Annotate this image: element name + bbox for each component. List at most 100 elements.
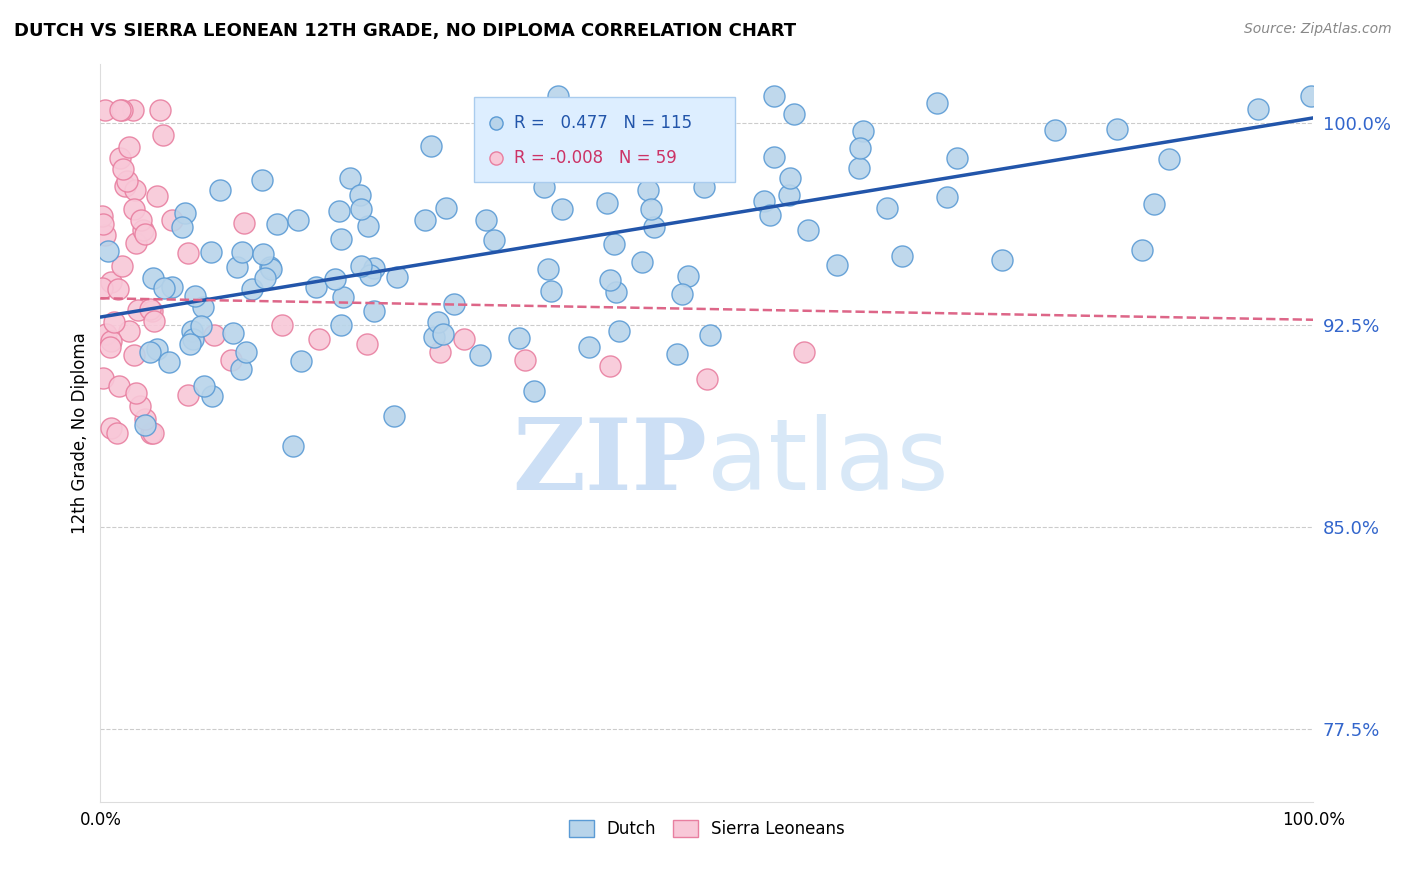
Point [308, 332, 330, 346]
Point [759, 208, 782, 222]
Point [290, 354, 312, 368]
Point [468, 347, 491, 361]
Point [134, 227, 156, 241]
Point [419, 139, 441, 153]
Point [183, 332, 205, 346]
Point [105, 425, 128, 440]
Point [350, 259, 373, 273]
Point [141, 425, 163, 440]
Point [350, 202, 373, 216]
Point [852, 124, 875, 138]
Point [666, 346, 689, 360]
Point [658, 147, 681, 161]
Point [107, 282, 129, 296]
Point [707, 159, 730, 173]
Point [142, 425, 165, 440]
Point [260, 262, 283, 277]
Point [174, 206, 197, 220]
Point [1246, 102, 1268, 116]
Point [226, 260, 249, 274]
Point [540, 285, 562, 299]
Point [208, 183, 231, 197]
Point [112, 162, 135, 177]
Point [640, 202, 662, 217]
Point [138, 345, 160, 359]
Point [927, 95, 949, 110]
Point [100, 275, 122, 289]
FancyBboxPatch shape [474, 97, 735, 182]
Point [783, 106, 806, 120]
Text: DUTCH VS SIERRA LEONEAN 12TH GRADE, NO DIPLOMA CORRELATION CHART: DUTCH VS SIERRA LEONEAN 12TH GRADE, NO D… [14, 22, 796, 40]
Point [385, 270, 408, 285]
Y-axis label: 12th Grade, No Diploma: 12th Grade, No Diploma [72, 332, 89, 533]
Point [232, 216, 254, 230]
Point [443, 297, 465, 311]
Point [891, 249, 914, 263]
Point [453, 332, 475, 346]
Point [547, 89, 569, 103]
Point [181, 324, 204, 338]
Point [427, 315, 450, 329]
Point [602, 237, 624, 252]
Point [599, 359, 621, 373]
Point [122, 202, 145, 217]
Point [946, 151, 969, 165]
Point [170, 220, 193, 235]
Point [139, 301, 162, 316]
Point [422, 329, 444, 343]
Legend: Dutch, Sierra Leoneans: Dutch, Sierra Leoneans [562, 814, 852, 845]
Point [779, 171, 801, 186]
Point [323, 272, 346, 286]
Point [152, 128, 174, 142]
Point [124, 182, 146, 196]
Point [266, 217, 288, 231]
Point [231, 362, 253, 376]
Point [349, 188, 371, 202]
Point [1301, 89, 1323, 103]
Point [636, 137, 658, 152]
Point [153, 280, 176, 294]
Point [121, 103, 143, 117]
Point [793, 345, 815, 359]
Point [118, 140, 141, 154]
Point [94, 326, 117, 341]
Text: R = -0.008   N = 59: R = -0.008 N = 59 [515, 149, 676, 168]
Point [699, 328, 721, 343]
Point [176, 246, 198, 260]
Point [221, 326, 243, 340]
Point [141, 270, 163, 285]
Point [332, 290, 354, 304]
Point [434, 201, 457, 215]
Point [231, 245, 253, 260]
Point [429, 345, 451, 359]
Point [287, 213, 309, 227]
Point [357, 219, 380, 234]
Point [91, 217, 114, 231]
Point [250, 172, 273, 186]
Point [254, 271, 277, 285]
Point [356, 337, 378, 351]
Point [1107, 121, 1129, 136]
Point [100, 334, 122, 348]
Text: ZIP: ZIP [512, 414, 707, 511]
Point [91, 281, 114, 295]
Point [568, 140, 591, 154]
Point [252, 246, 274, 260]
Point [160, 212, 183, 227]
Point [432, 326, 454, 341]
Point [98, 340, 121, 354]
Point [132, 223, 155, 237]
Point [762, 89, 785, 103]
Text: R =   0.477   N = 115: R = 0.477 N = 115 [515, 113, 692, 132]
Point [605, 285, 627, 300]
Point [145, 343, 167, 357]
Point [328, 203, 350, 218]
Point [111, 259, 134, 273]
Point [382, 409, 405, 424]
Point [114, 178, 136, 193]
Point [143, 313, 166, 327]
Point [607, 324, 630, 338]
Point [103, 315, 125, 329]
Point [219, 353, 242, 368]
Point [97, 244, 120, 258]
